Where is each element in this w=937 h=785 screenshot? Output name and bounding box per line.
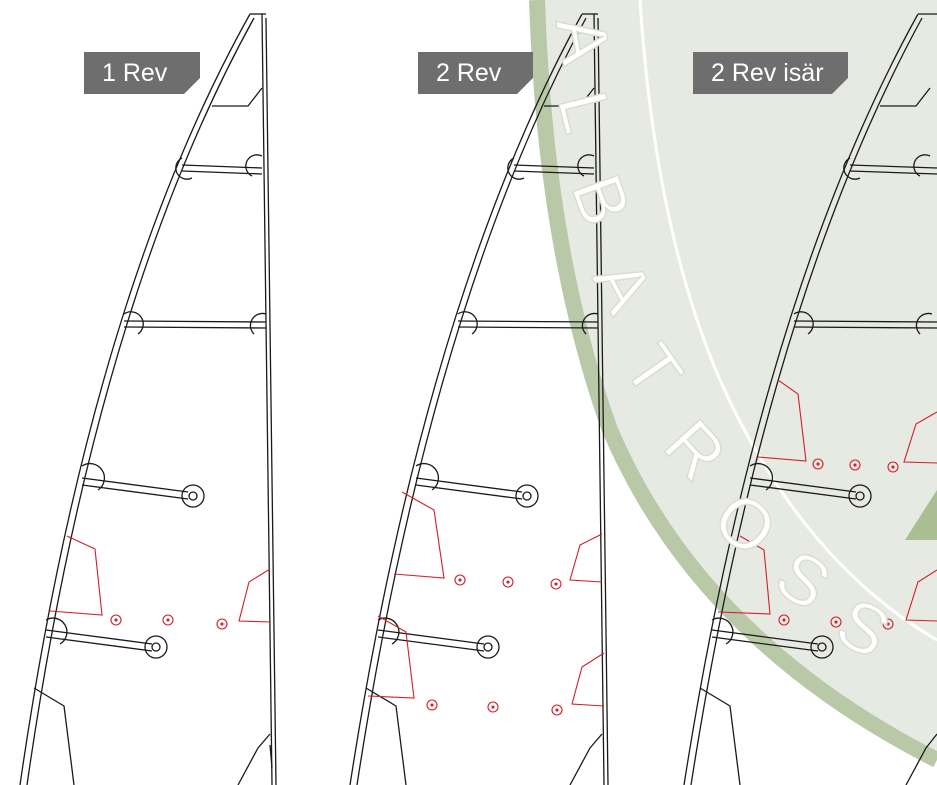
sail-1-tack-patch xyxy=(237,733,271,785)
panel-label-2-rev-isar: 2 Rev isär xyxy=(693,52,848,94)
sail-panel-1 xyxy=(19,13,277,785)
sail-1-leech-inner xyxy=(265,17,277,785)
panel-label-1-rev: 1 Rev xyxy=(84,52,200,94)
sail-panel-3 xyxy=(683,13,937,785)
sail-panel-2 xyxy=(349,13,609,785)
watermark-ring xyxy=(529,0,937,768)
reef-lines-panel-1 xyxy=(49,535,271,630)
sail-1-headboard xyxy=(212,87,263,107)
reef-lines-panel-2 xyxy=(367,491,605,716)
watermark-triangle xyxy=(905,490,937,540)
sail-1-luff xyxy=(19,13,251,785)
watermark-seal xyxy=(529,0,937,768)
sail-1-leech xyxy=(261,13,273,785)
sail-1-luff-inner xyxy=(26,17,255,785)
watermark-inner-ring xyxy=(638,0,937,642)
panel-label-2-rev: 2 Rev xyxy=(418,52,533,94)
reef-lines-panel-3 xyxy=(717,379,937,630)
watermark-disc xyxy=(540,0,937,760)
sail-1-clew-patch xyxy=(33,687,75,785)
